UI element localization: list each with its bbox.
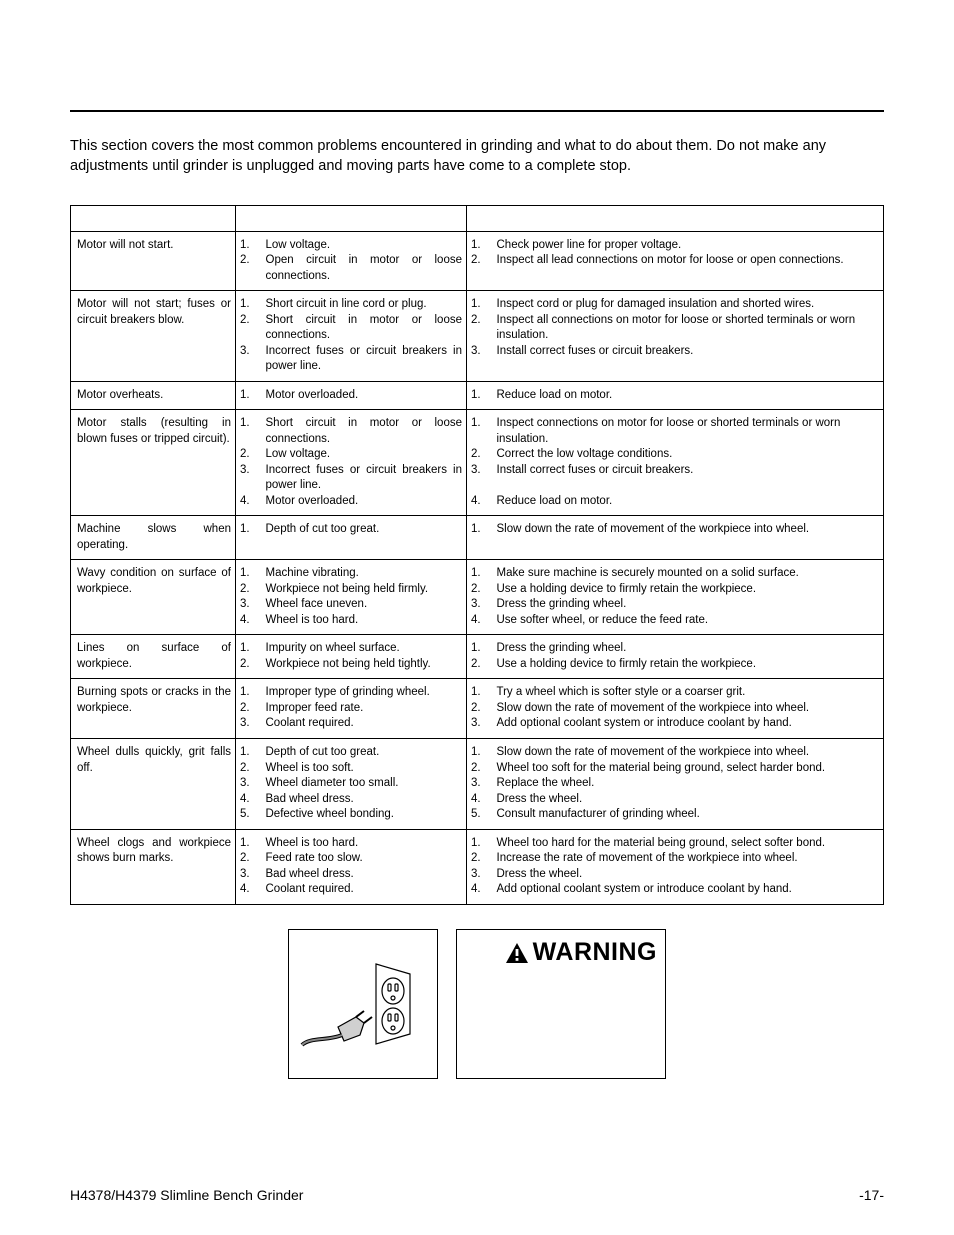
cause-cell: Motor overloaded. — [262, 381, 467, 410]
table-row: Motor will not start.1.2. Low voltage.Op… — [71, 231, 884, 291]
header-remedy-num — [467, 205, 493, 231]
cause-num-cell: 1.2.3.4. — [236, 560, 262, 635]
table-row: Wheel dulls quickly, grit falls off.1.2.… — [71, 739, 884, 830]
cause-cell: Impurity on wheel surface.Workpiece not … — [262, 635, 467, 679]
remedy-cell: Reduce load on motor. — [493, 381, 884, 410]
header-remedy — [493, 205, 884, 231]
symptom-cell: Wheel clogs and workpiece shows burn mar… — [71, 829, 236, 904]
remedy-num-cell: 1. 2.3. 4. — [467, 410, 493, 516]
remedy-num-cell: 1.2. 3. — [467, 291, 493, 382]
symptom-cell: Wheel dulls quickly, grit falls off. — [71, 739, 236, 830]
remedy-num-cell: 1.2. — [467, 231, 493, 291]
cause-cell: Improper type of grinding wheel.Improper… — [262, 679, 467, 739]
remedy-num-cell: 1.2. — [467, 635, 493, 679]
remedy-num-cell: 1.2.3.4. — [467, 829, 493, 904]
warning-triangle-icon — [505, 942, 529, 964]
table-row: Motor overheats.1.Motor overloaded.1.Red… — [71, 381, 884, 410]
cause-cell: Depth of cut too great.Wheel is too soft… — [262, 739, 467, 830]
remedy-num-cell: 1.2.3.4.5. — [467, 739, 493, 830]
cause-num-cell: 1. — [236, 381, 262, 410]
warning-heading: WARNING — [465, 936, 657, 970]
remedy-cell: Slow down the rate of movement of the wo… — [493, 516, 884, 560]
cause-num-cell: 1. 2.3. 4. — [236, 410, 262, 516]
table-row: Motor stalls (resulting in blown fuses o… — [71, 410, 884, 516]
table-header-row — [71, 205, 884, 231]
symptom-cell: Machine slows when operating. — [71, 516, 236, 560]
warning-label: WARNING — [533, 936, 657, 970]
symptom-cell: Motor will not start. — [71, 231, 236, 291]
remedy-cell: Check power line for proper voltage.Insp… — [493, 231, 884, 291]
header-symptom — [71, 205, 236, 231]
symptom-cell: Wavy condition on surface of workpiece. — [71, 560, 236, 635]
symptom-cell: Lines on surface of workpiece. — [71, 635, 236, 679]
table-row: Motor will not start; fuses or circuit b… — [71, 291, 884, 382]
cause-cell: Short circuit in line cord or plug.Short… — [262, 291, 467, 382]
cause-cell: Machine vibrating.Workpiece not being he… — [262, 560, 467, 635]
cause-num-cell: 1.2. — [236, 635, 262, 679]
cause-cell: Wheel is too hard.Feed rate too slow.Bad… — [262, 829, 467, 904]
remedy-cell: Slow down the rate of movement of the wo… — [493, 739, 884, 830]
warning-text-box: WARNING — [456, 929, 666, 1079]
remedy-cell: Dress the grinding wheel.Use a holding d… — [493, 635, 884, 679]
symptom-cell: Motor will not start; fuses or circuit b… — [71, 291, 236, 382]
table-row: Burning spots or cracks in the workpiece… — [71, 679, 884, 739]
cause-num-cell: 1.2.3. — [236, 679, 262, 739]
table-row: Wavy condition on surface of workpiece.1… — [71, 560, 884, 635]
top-rule — [70, 110, 884, 112]
header-cause — [262, 205, 467, 231]
remedy-num-cell: 1. — [467, 381, 493, 410]
footer-left: H4378/H4379 Slimline Bench Grinder — [70, 1186, 303, 1205]
remedy-cell: Inspect cord or plug for damaged insulat… — [493, 291, 884, 382]
remedy-cell: Make sure machine is securely mounted on… — [493, 560, 884, 635]
remedy-cell: Wheel too hard for the material being gr… — [493, 829, 884, 904]
remedy-cell: Inspect connections on motor for loose o… — [493, 410, 884, 516]
intro-paragraph: This section covers the most common prob… — [70, 136, 884, 177]
remedy-num-cell: 1.2.3.4. — [467, 560, 493, 635]
cause-num-cell: 1. — [236, 516, 262, 560]
cause-num-cell: 1.2. — [236, 231, 262, 291]
symptom-cell: Motor overheats. — [71, 381, 236, 410]
cause-num-cell: 1.2. 3. — [236, 291, 262, 382]
page-footer: H4378/H4379 Slimline Bench Grinder -17- — [70, 1186, 884, 1205]
symptom-cell: Motor stalls (resulting in blown fuses o… — [71, 410, 236, 516]
symptom-cell: Burning spots or cracks in the workpiece… — [71, 679, 236, 739]
cause-num-cell: 1.2.3.4.5. — [236, 739, 262, 830]
warning-row: WARNING — [70, 929, 884, 1079]
troubleshooting-table: Motor will not start.1.2. Low voltage.Op… — [70, 205, 884, 905]
cause-cell: Short circuit in motor or loose connecti… — [262, 410, 467, 516]
remedy-cell: Try a wheel which is softer style or a c… — [493, 679, 884, 739]
remedy-num-cell: 1. — [467, 516, 493, 560]
table-row: Wheel clogs and workpiece shows burn mar… — [71, 829, 884, 904]
table-row: Machine slows when operating.1.Depth of … — [71, 516, 884, 560]
remedy-num-cell: 1.2.3. — [467, 679, 493, 739]
cause-cell: Low voltage.Open circuit in motor or loo… — [262, 231, 467, 291]
cause-cell: Depth of cut too great. — [262, 516, 467, 560]
cause-num-cell: 1.2.3.4. — [236, 829, 262, 904]
footer-right: -17- — [859, 1186, 884, 1205]
unplug-illustration — [288, 929, 438, 1079]
header-cause-num — [236, 205, 262, 231]
table-row: Lines on surface of workpiece.1.2.Impuri… — [71, 635, 884, 679]
